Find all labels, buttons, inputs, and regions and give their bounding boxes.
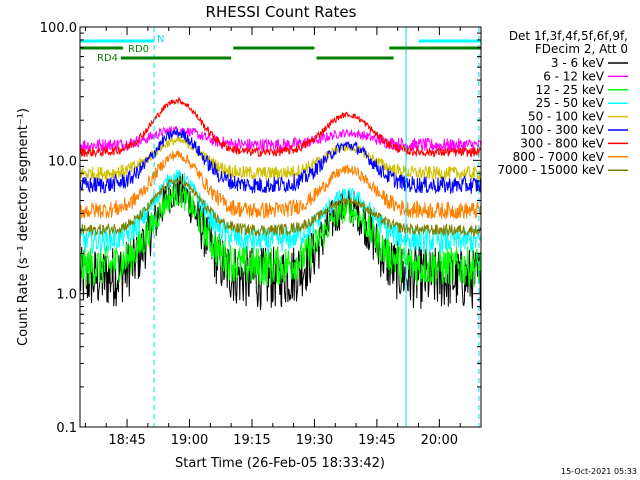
rd0-label: RD0 — [128, 44, 149, 55]
legend-label-4: 50 - 100 keV — [528, 110, 605, 124]
series-line-2 — [79, 184, 482, 287]
x-tick-label: 20:00 — [421, 433, 458, 448]
rd4-label: RD4 — [97, 53, 118, 64]
legend-label-2: 12 - 25 keV — [536, 83, 605, 97]
y-axis: 0.1 1.0 10.0 100.0 — [40, 21, 481, 436]
x-axis-label: Start Time (26-Feb-05 18:33:42) — [175, 456, 385, 471]
y-tick-label: 10.0 — [48, 154, 77, 169]
series-line-6 — [79, 96, 482, 158]
series-line-7 — [79, 150, 482, 220]
series-line-4 — [79, 136, 482, 182]
legend-label-6: 300 - 800 keV — [520, 136, 604, 150]
series-line-3 — [79, 169, 482, 256]
legend-label-1: 6 - 12 keV — [543, 69, 605, 83]
legend-header-line-2: FDecim 2, Att 0 — [535, 42, 628, 56]
y-axis-label: Count Rate (s⁻¹ detector segment⁻¹) — [16, 108, 31, 346]
legend-label-0: 3 - 6 keV — [551, 56, 605, 70]
x-tick-label: 18:45 — [108, 433, 145, 448]
n-label: N — [157, 34, 164, 45]
series-line-8 — [79, 176, 482, 238]
plot-frame — [79, 26, 482, 428]
x-tick-label: 19:30 — [296, 433, 333, 448]
legend: Det 1f,3f,4f,5f,6f,9f, FDecim 2, Att 0 3… — [497, 29, 628, 177]
x-tick-label: 19:15 — [233, 433, 270, 448]
x-tick-label: 19:00 — [171, 433, 208, 448]
x-axis: 18:45 19:00 19:15 19:30 19:45 20:00 — [84, 27, 482, 448]
plot-area: N RD0 RD4 — [79, 27, 482, 427]
footer-timestamp: 15-Oct-2021 05:33 — [561, 467, 637, 476]
legend-header-line-1: Det 1f,3f,4f,5f,6f,9f, — [509, 29, 628, 43]
y-tick-label: 1.0 — [56, 288, 77, 303]
chart-title: RHESSI Count Rates — [206, 3, 357, 21]
legend-label-7: 800 - 7000 keV — [513, 150, 605, 164]
series-line-5 — [79, 128, 482, 195]
y-tick-label: 0.1 — [56, 421, 77, 436]
legend-label-3: 25 - 50 keV — [536, 96, 605, 110]
y-tick-label: 100.0 — [40, 21, 77, 36]
series-line-1 — [79, 125, 482, 153]
legend-label-5: 100 - 300 keV — [520, 123, 604, 137]
legend-label-8: 7000 - 15000 keV — [497, 163, 604, 177]
x-tick-label: 19:45 — [358, 433, 395, 448]
